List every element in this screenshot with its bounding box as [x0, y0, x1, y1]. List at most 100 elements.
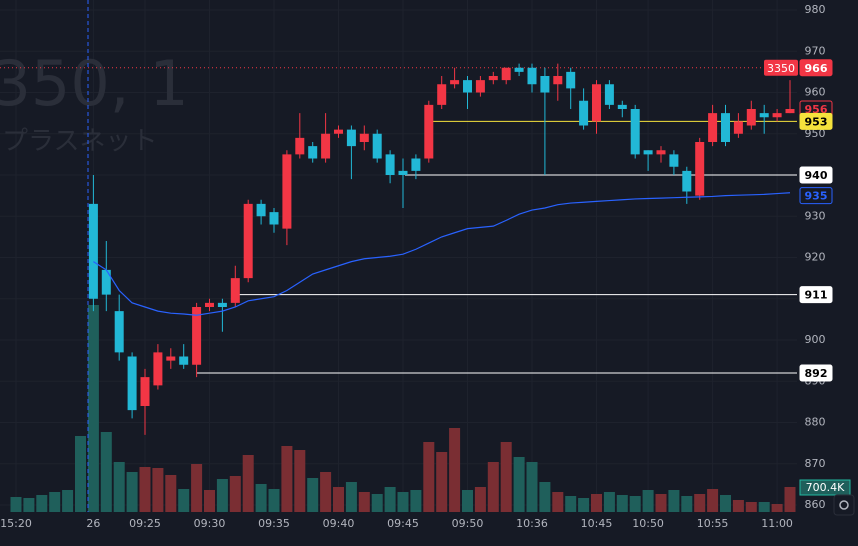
- y-tick-label: 970: [805, 44, 826, 57]
- x-tick-label: 26: [86, 517, 100, 530]
- x-tick-label: 15:20: [0, 517, 32, 530]
- volume-bar: [784, 486, 796, 512]
- price-label-box: [799, 286, 833, 304]
- x-tick-label: 09:35: [258, 517, 290, 530]
- candle-body: [114, 311, 124, 353]
- volume-bar: [10, 497, 22, 512]
- candle-body: [682, 170, 692, 192]
- volume-bar: [410, 490, 422, 512]
- candle-body: [759, 113, 769, 118]
- volume-bar: [513, 457, 525, 512]
- volume-bar: [629, 496, 641, 512]
- volume-bar: [333, 487, 344, 512]
- volume-bar: [487, 462, 499, 512]
- volume-bar: [565, 496, 577, 512]
- candle-body: [179, 356, 189, 365]
- price-label: 966: [805, 62, 828, 75]
- candle-body: [334, 129, 343, 134]
- candle-body: [269, 212, 279, 225]
- volume-bar: [591, 494, 602, 512]
- candle-body: [527, 67, 537, 85]
- volume-bar: [578, 498, 590, 512]
- volume-bar: [358, 492, 370, 512]
- candle-body: [153, 352, 163, 386]
- volume-bar: [152, 468, 164, 512]
- axis-layer: 8608708808909009109209309409509609709801…: [0, 3, 851, 530]
- volume-bar: [616, 495, 628, 512]
- candle-body: [127, 356, 137, 411]
- candle-body: [553, 76, 563, 85]
- volume-bar: [139, 467, 151, 512]
- price-label-box: [799, 112, 833, 130]
- x-tick-label: 09:25: [129, 517, 161, 530]
- candle-body: [630, 109, 640, 155]
- candle-body: [733, 121, 743, 134]
- x-tick-label: 09:30: [194, 517, 226, 530]
- candle-body: [372, 133, 382, 159]
- candle-body: [785, 109, 795, 114]
- volume-bar: [178, 489, 190, 512]
- volume-label-box: [799, 479, 851, 496]
- candle-body: [321, 133, 331, 159]
- candle-body: [308, 146, 318, 159]
- candle-body: [359, 133, 369, 142]
- candle-body: [746, 109, 756, 126]
- volume-bar: [758, 502, 770, 512]
- watermark: 3350, 1: [0, 47, 189, 120]
- settings-button[interactable]: [833, 494, 855, 516]
- volume-bar: [75, 436, 86, 512]
- candle-body: [501, 67, 511, 81]
- x-tick-label: 09:45: [387, 517, 419, 530]
- price-axis: [797, 0, 858, 512]
- volume-bar: [462, 490, 473, 512]
- watermark-subtitle: プラスネット: [2, 127, 157, 157]
- volume-bar: [707, 489, 719, 512]
- volume-bar: [242, 455, 254, 512]
- plot-layer: [0, 63, 797, 435]
- volume-bar: [23, 498, 35, 512]
- candle-body: [566, 71, 576, 89]
- volume-bar: [500, 442, 512, 512]
- candle-body: [669, 154, 679, 167]
- candle-body: [437, 84, 447, 105]
- volume-bar: [320, 472, 332, 512]
- price-label-box: [799, 166, 833, 184]
- volume-label: 700.4K: [806, 481, 845, 494]
- y-tick-label: 950: [805, 127, 826, 140]
- volume-bar: [229, 476, 241, 512]
- candle-body: [424, 104, 434, 159]
- x-tick-label: 09:50: [452, 517, 484, 530]
- price-label-box: [799, 364, 833, 382]
- volume-bar: [216, 479, 228, 512]
- candle-body: [282, 154, 292, 229]
- candle-body: [295, 137, 305, 155]
- price-label: 911: [805, 289, 828, 302]
- volume-bar: [681, 496, 693, 512]
- y-tick-label: 920: [805, 251, 826, 264]
- y-tick-label: 870: [805, 457, 826, 470]
- volume-bar: [36, 495, 48, 512]
- candle-body: [721, 113, 730, 142]
- volume-bar: [49, 492, 61, 512]
- price-label: 940: [805, 169, 828, 182]
- volume-bar: [165, 475, 177, 512]
- candle-body: [463, 80, 472, 93]
- volume-bar: [474, 487, 486, 512]
- candle-body: [256, 203, 266, 217]
- volume-bar: [100, 432, 112, 512]
- symbol-label: 3350: [767, 62, 795, 75]
- price-label: 953: [805, 115, 828, 128]
- settings-icon[interactable]: [839, 500, 849, 510]
- candle-body: [385, 154, 395, 175]
- price-label-box: [799, 59, 833, 77]
- symbol-label-box: [764, 59, 798, 76]
- x-tick-label: 10:36: [516, 517, 548, 530]
- volume-bar: [126, 472, 138, 512]
- y-tick-label: 880: [805, 416, 826, 429]
- volume-bar: [384, 487, 396, 512]
- candle-body: [101, 269, 111, 295]
- candle-body: [230, 278, 240, 303]
- candle-body: [205, 302, 214, 307]
- x-tick-label: 10:55: [697, 517, 729, 530]
- price-label: 956: [805, 103, 828, 116]
